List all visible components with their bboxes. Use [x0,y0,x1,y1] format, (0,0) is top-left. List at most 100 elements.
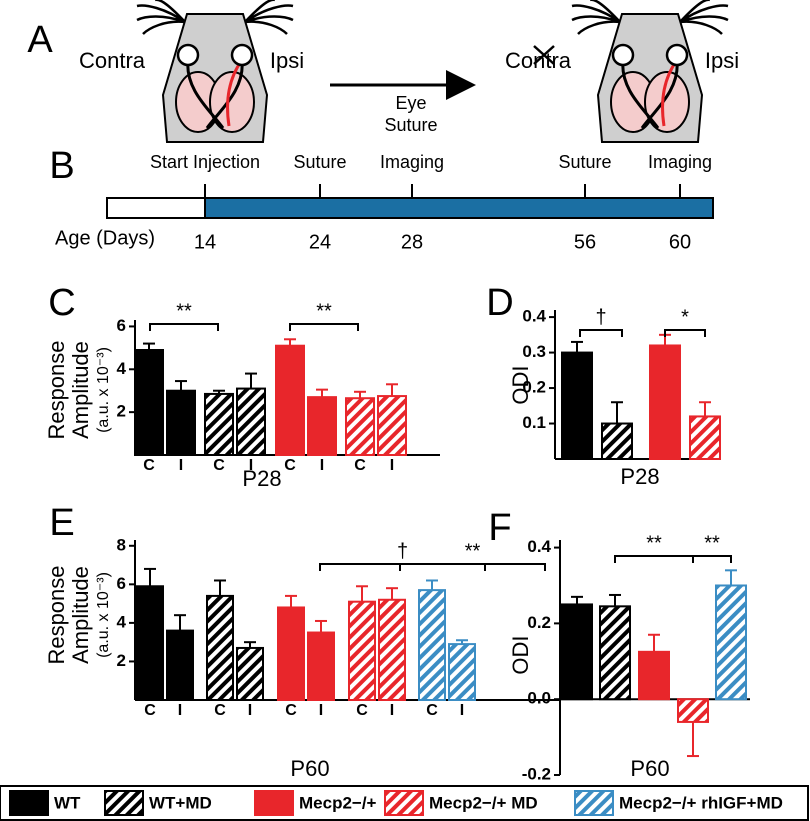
x-tick-label: C [214,702,226,719]
x-tick-label: C [144,702,156,719]
x-tick-label: I [248,702,252,719]
y-tick-label: 0.0 [527,689,551,708]
significance-label: ** [465,540,481,562]
bar [638,650,670,701]
age-label: 28 [401,231,423,253]
legend-label: Mecp2−/+ rhIGF+MD [619,793,783,812]
y-axis-unit: (a.u. x 10⁻³) [95,347,112,433]
x-axis-label: P28 [620,464,659,489]
legend-label: WT [54,793,81,812]
bar [649,344,681,461]
arrow-label: Eye [395,93,426,113]
y-axis-label: Response [44,340,69,439]
bar [236,646,264,701]
x-tick-label: I [460,702,464,719]
significance-bracket [664,329,706,337]
contra-label: Contra [505,48,572,73]
timeline-pre [106,197,206,219]
bar [448,643,476,701]
bar [206,594,234,702]
bar [418,589,446,701]
bar [277,606,305,702]
x-tick-label: I [249,457,253,474]
x-axis-label: P60 [290,756,329,781]
bar [689,415,721,460]
significance-bracket [289,323,359,331]
y-tick-label: 4 [117,612,127,631]
y-axis-unit: (a.u. x 10⁻³) [95,572,112,658]
x-axis-label: P60 [630,756,669,781]
bar [345,397,375,457]
bar [166,389,196,457]
x-tick-label: C [213,457,225,474]
y-axis-label: ODI [508,365,533,404]
x-tick-label: C [426,702,438,719]
y-tick-label: 8 [117,535,126,554]
x-tick-label: C [285,702,297,719]
x-tick-label: I [319,702,323,719]
legend-label: Mecp2−/+ [299,793,377,812]
panel-label: F [488,507,511,549]
legend-box [0,785,809,821]
event-label: Start Injection [150,152,260,172]
bar [677,698,709,723]
y-tick-label: 6 [117,316,126,335]
significance-label: ** [646,532,662,554]
y-tick-label: 2 [117,651,126,670]
legend-swatch [9,790,49,816]
age-label: 24 [309,231,331,253]
significance-bracket [614,555,694,563]
suture-mark [533,45,555,65]
timeline-main [204,197,714,219]
x-tick-label: I [179,457,183,474]
bar [236,387,266,457]
bar [561,603,593,701]
x-tick-label: C [284,457,296,474]
x-tick-label: C [354,457,366,474]
bar [204,392,234,456]
event-label: Imaging [380,152,444,172]
y-tick-label: 6 [117,574,126,593]
significance-label: † [397,540,408,562]
panel-label: B [49,145,74,187]
significance-bracket [149,323,219,331]
bar [166,629,194,702]
y-tick-label: 0.2 [522,378,546,397]
bar [348,600,376,702]
y-tick-label: 0.1 [522,413,546,432]
bar [136,585,164,702]
x-tick-label: C [143,457,155,474]
event-label: Suture [558,152,611,172]
x-tick-label: I [390,702,394,719]
panel-label: A [27,19,53,61]
y-tick-label: 0.2 [527,613,551,632]
x-tick-label: C [356,702,368,719]
x-tick-label: I [390,457,394,474]
arrow-label: Suture [384,115,437,135]
bar [134,349,164,456]
significance-label: ** [176,300,192,322]
legend-label: WT+MD [149,793,212,812]
significance-label: * [681,306,689,328]
significance-bracket [579,329,623,337]
bar [561,351,593,461]
panel-label: C [48,282,75,324]
y-axis-label: Amplitude [68,341,93,439]
significance-label: † [595,306,606,328]
ipsi-label: Ipsi [705,48,739,73]
panel-label: D [486,282,513,324]
contra-label: Contra [79,48,146,73]
age-label: 56 [574,231,596,253]
legend-swatch [104,790,144,816]
bar [715,584,747,701]
y-axis-label: ODI [508,635,533,674]
bar [599,605,631,701]
bar [601,422,633,460]
y-tick-label: 0.4 [527,537,551,556]
y-tick-label: 0.3 [522,342,546,361]
bar [307,396,337,456]
significance-bracket [319,563,486,571]
bar [377,395,407,457]
